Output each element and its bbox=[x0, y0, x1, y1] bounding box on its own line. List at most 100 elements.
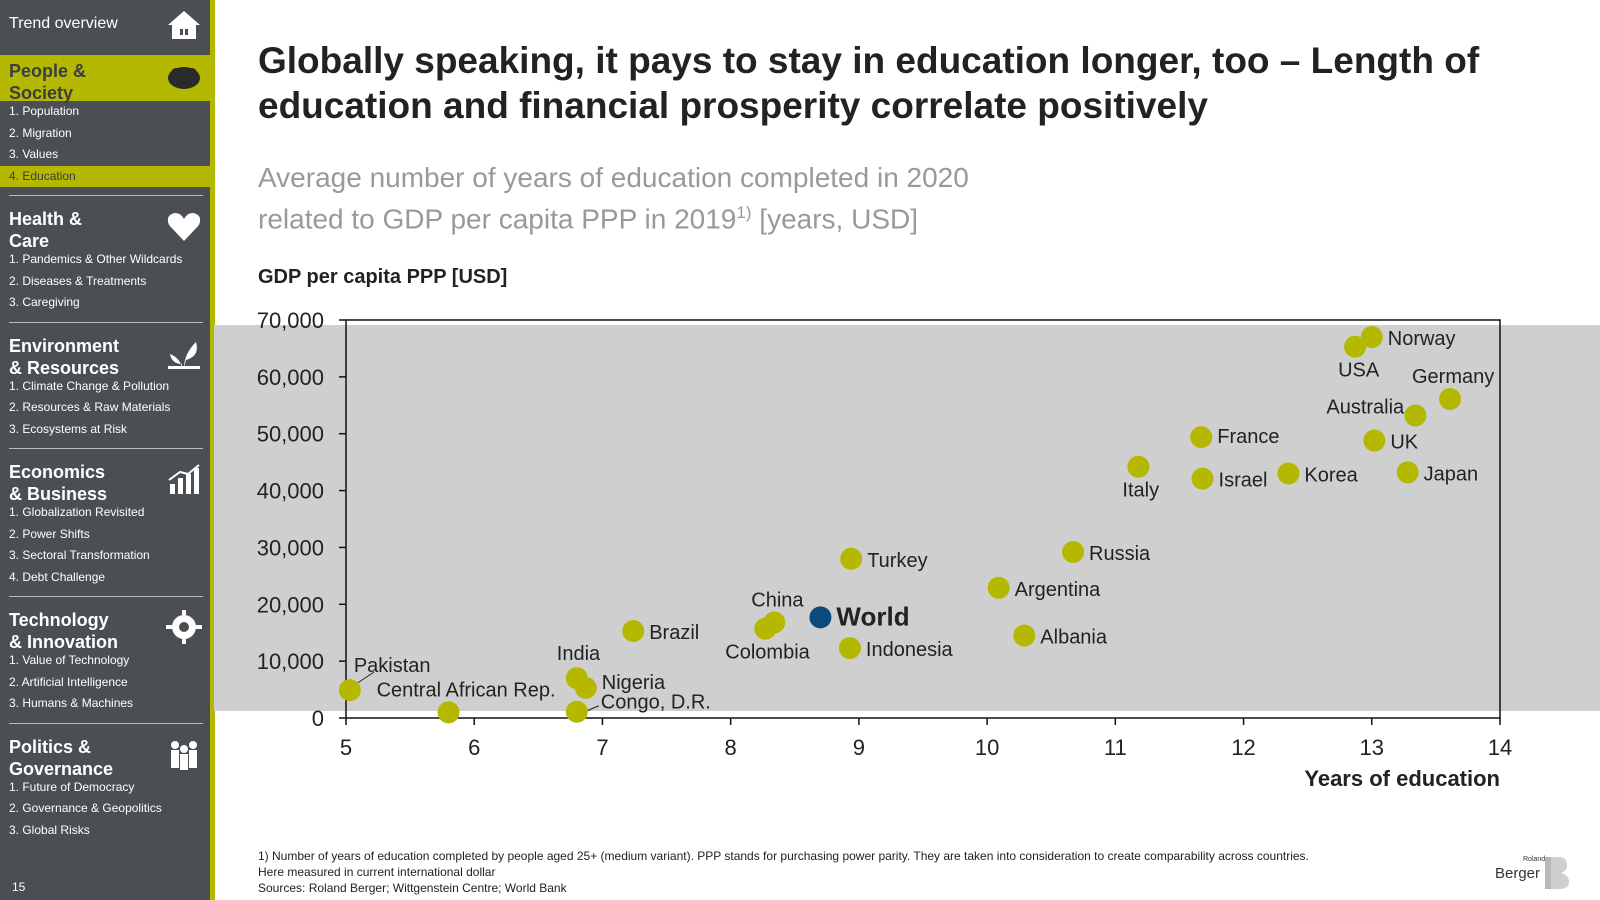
sidebar-item[interactable]: 3. Ecosystems at Risk bbox=[9, 421, 128, 436]
sidebar-item[interactable]: 2. Power Shifts bbox=[9, 526, 90, 541]
x-tick-label: 13 bbox=[1360, 735, 1384, 760]
sidebar-section-title: Economics & Business bbox=[9, 461, 107, 505]
country-label: Korea bbox=[1304, 465, 1358, 487]
trend-overview-label: Trend overview bbox=[9, 15, 118, 32]
sidebar-section-header[interactable]: People & Society bbox=[0, 55, 210, 104]
country-label: USA bbox=[1338, 360, 1380, 382]
country-label: India bbox=[557, 643, 601, 665]
x-tick-label: 9 bbox=[853, 735, 865, 760]
country-point bbox=[437, 701, 460, 724]
country-label: France bbox=[1217, 426, 1279, 448]
sidebar-item[interactable]: 4. Debt Challenge bbox=[9, 569, 106, 584]
y-axis-label: GDP per capita PPP [USD] bbox=[258, 266, 508, 288]
heart-icon bbox=[167, 213, 201, 241]
country-label: Indonesia bbox=[866, 639, 954, 661]
country-point bbox=[838, 637, 861, 660]
country-point bbox=[1396, 461, 1419, 484]
sidebar-item[interactable]: 1. Population bbox=[9, 104, 80, 118]
sidebar-section: Health & Care 1. Pandemics & Other Wildcar… bbox=[0, 203, 210, 314]
sidebar-section-header[interactable]: Technology & Innovation bbox=[0, 604, 210, 652]
page-subtitle: Average number of years of education com… bbox=[258, 160, 1058, 236]
section-title-line2: Governance bbox=[9, 758, 114, 779]
sidebar-item[interactable]: 2. Resources & Raw Materials bbox=[9, 400, 171, 414]
sidebar-section: Environment & Resources 1. Climate Change … bbox=[0, 330, 210, 441]
trend-overview-link[interactable]: Trend overview bbox=[0, 0, 210, 50]
x-tick-label: 5 bbox=[340, 735, 352, 760]
country-label: Brazil bbox=[649, 622, 699, 644]
sidebar-section-header[interactable]: Health & Care bbox=[0, 203, 210, 252]
sidebar-item[interactable]: 1. Value of Technology bbox=[9, 653, 130, 667]
country-point bbox=[1127, 455, 1150, 478]
country-point bbox=[1277, 462, 1300, 485]
country-label: Italy bbox=[1122, 480, 1159, 502]
y-tick-label: 10,000 bbox=[257, 649, 324, 674]
sidebar-section-title: People & Society bbox=[9, 60, 86, 104]
country-label: UK bbox=[1390, 432, 1418, 454]
country-point bbox=[754, 617, 777, 640]
x-axis-label: Years of education bbox=[1304, 766, 1500, 791]
page-title: Globally speaking, it pays to stay in ed… bbox=[258, 40, 1480, 126]
sidebar-item[interactable]: 1. Pandemics & Other Wildcards bbox=[9, 252, 183, 266]
section-title-line1: Economics bbox=[9, 462, 106, 482]
logo-text-small: Roland bbox=[1523, 856, 1546, 863]
x-tick-label: 14 bbox=[1488, 735, 1512, 760]
country-label: Israel bbox=[1219, 470, 1268, 492]
country-point bbox=[1363, 429, 1386, 452]
country-label: Russia bbox=[1089, 543, 1151, 565]
sidebar-item[interactable]: 3. Humans & Machines bbox=[9, 696, 134, 710]
country-label: Argentina bbox=[1015, 579, 1101, 601]
sidebar-item[interactable]: 1. Climate Change & Pollution bbox=[9, 378, 170, 393]
section-title-line1: Technology bbox=[9, 610, 109, 630]
gear-head-icon bbox=[166, 610, 202, 644]
sidebar-item[interactable]: 3. Caregiving bbox=[9, 295, 80, 309]
sidebar-section: Technology & Innovation 1. Value of Techno… bbox=[0, 604, 210, 715]
x-tick-label: 10 bbox=[975, 735, 999, 760]
sidebar-section-header[interactable]: Environment & Resources bbox=[0, 330, 210, 378]
sidebar-item[interactable]: 2. Diseases & Treatments bbox=[9, 273, 147, 288]
country-point bbox=[1190, 426, 1213, 449]
sidebar-item[interactable]: 3. Sectoral Transformation bbox=[9, 548, 150, 562]
home-icon[interactable] bbox=[167, 9, 201, 41]
y-tick-label: 40,000 bbox=[257, 479, 324, 504]
sidebar-item[interactable]: 2. Artificial Intelligence bbox=[9, 674, 128, 689]
country-label: Congo, D.R. bbox=[601, 692, 711, 714]
x-tick-label: 6 bbox=[468, 735, 480, 760]
footnote-sources: Sources: Roland Berger; Wittgenstein Cen… bbox=[258, 881, 567, 895]
sidebar-item[interactable]: 4. Education bbox=[0, 165, 210, 187]
sidebar-item[interactable]: 3. Values bbox=[9, 147, 59, 161]
sidebar-item[interactable]: 2. Migration bbox=[9, 125, 72, 140]
country-point bbox=[565, 700, 588, 723]
y-tick-label: 30,000 bbox=[257, 535, 324, 560]
logo-text-big: Berger bbox=[1495, 865, 1541, 882]
sidebar-accent-bar bbox=[210, 0, 215, 900]
sidebar-section: Politics & Governance 1. Future of Democra… bbox=[0, 731, 210, 842]
country-point bbox=[574, 676, 597, 699]
footnote: 1) Number of years of education complete… bbox=[258, 848, 1478, 896]
sidebar-section-header[interactable]: Politics & Governance bbox=[0, 731, 210, 779]
section-title-line1: People & bbox=[9, 61, 87, 81]
sidebar-divider bbox=[9, 195, 203, 196]
sidebar-item[interactable]: 3. Global Risks bbox=[9, 822, 90, 837]
sidebar-item[interactable]: 1. Globalization Revisited bbox=[9, 505, 145, 519]
y-tick-label: 60,000 bbox=[257, 365, 324, 390]
subtitle-line1: Average number of years of education com… bbox=[258, 162, 969, 193]
sidebar-item[interactable]: 1. Future of Democracy bbox=[9, 779, 135, 794]
section-title-line2: Care bbox=[9, 231, 50, 251]
leader-line bbox=[355, 671, 375, 685]
country-label: Norway bbox=[1388, 328, 1456, 350]
leaf-head-icon bbox=[168, 67, 200, 89]
sidebar-item[interactable]: 2. Governance & Geopolitics bbox=[9, 801, 162, 815]
sidebar-section-header[interactable]: Economics & Business bbox=[0, 456, 210, 505]
footnote-line1: 1) Number of years of education complete… bbox=[258, 849, 1309, 863]
sidebar-divider bbox=[9, 722, 203, 724]
x-tick-label: 8 bbox=[725, 735, 737, 760]
country-label: Turkey bbox=[867, 550, 927, 572]
country-point bbox=[1404, 404, 1427, 427]
sidebar-divider bbox=[9, 596, 203, 597]
country-point bbox=[622, 620, 645, 643]
country-label: Pakistan bbox=[354, 655, 431, 677]
sidebar-section-title: Health & Care bbox=[9, 208, 82, 252]
subtitle-line2: related to GDP per capita PPP in 2019 bbox=[258, 203, 737, 235]
section-title-line2: & Innovation bbox=[9, 632, 118, 652]
